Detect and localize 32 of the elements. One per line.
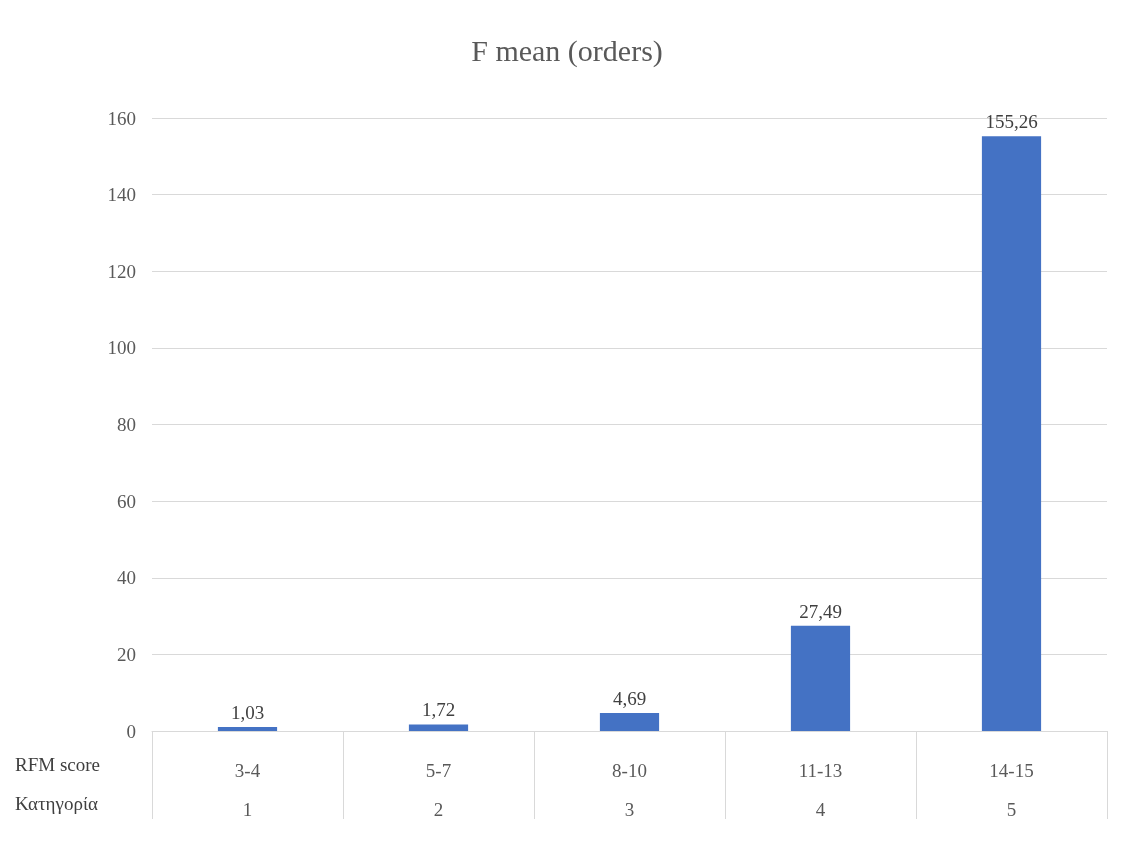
- x-tick-label: 3-4: [234, 760, 261, 781]
- y-tick-label: 60: [117, 490, 136, 512]
- y-tick-label: 160: [107, 107, 136, 129]
- data-label: 155,26: [985, 111, 1038, 133]
- chart-title: F mean (orders): [471, 33, 663, 68]
- x-tick-label: 11-13: [798, 760, 843, 781]
- text: 4: [815, 799, 826, 820]
- data-label: 1,72: [421, 699, 456, 721]
- y-tick-label: 40: [117, 567, 136, 589]
- y-tick-label: 0: [126, 720, 136, 742]
- x-tick-label: 14-15: [989, 760, 1034, 781]
- text: RFM score: [15, 754, 100, 775]
- bar: [599, 713, 660, 731]
- x-tick-label: 5-7: [425, 760, 452, 781]
- x-tick-label: 8-10: [612, 760, 647, 781]
- bar: [408, 724, 469, 731]
- bar: [981, 136, 1042, 731]
- bar: [217, 727, 278, 731]
- y-tick-label: 80: [117, 414, 136, 435]
- text: 1: [242, 799, 253, 820]
- data-label: 4,69: [612, 688, 647, 710]
- y-tick-label: 100: [107, 337, 136, 359]
- text: 5: [1006, 799, 1017, 820]
- bar: [790, 625, 851, 731]
- data-label: 27,49: [799, 600, 842, 622]
- y-tick-label: 20: [117, 643, 136, 665]
- text: Κατηγορία: [15, 793, 99, 814]
- text: 3: [624, 799, 635, 820]
- data-label: 1,03: [230, 702, 265, 724]
- text: 2: [433, 799, 444, 820]
- y-tick-label: 120: [107, 260, 136, 282]
- y-tick-label: 140: [107, 184, 136, 206]
